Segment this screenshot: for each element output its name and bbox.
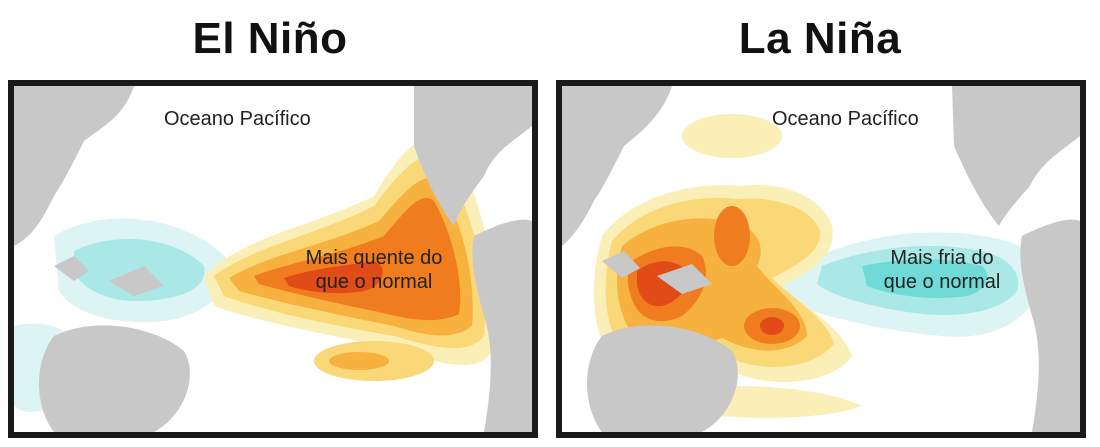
cool-anomaly-area [862,259,987,298]
warm-anomaly-label-line2: que o normal [315,271,433,293]
indonesia-islands [602,251,712,294]
ocean-label: Oceano Pacífico [772,108,919,130]
cool-anomaly-label-line1: Mais fria do [890,247,994,269]
cool-anomaly-label-line2: que o normal [883,271,1001,293]
ocean-label: Oceano Pacífico [164,108,311,130]
el-nino-map-graphic [14,86,532,432]
warm-anomaly-patch [714,206,750,266]
south-america-landmass [472,219,532,432]
warm-anomaly-label: Mais quente do que o normal [284,246,464,294]
warm-anomaly-label-line1: Mais quente do [305,247,443,269]
la-nina-map: Oceano Pacífico Mais fria do que o norma… [556,80,1086,438]
north-america-landmass [414,86,532,226]
australia-landmass [39,325,190,432]
el-nino-map: Oceano Pacífico Mais quente do que o nor… [8,80,538,438]
la-nina-map-graphic [562,86,1080,432]
australia-landmass [587,325,738,432]
warm-anomaly-patch [682,114,782,158]
cool-anomaly-label: Mais fria do que o normal [862,246,1022,294]
indonesia-islands [54,256,164,296]
south-america-landmass [1020,219,1080,432]
asia-landmass [14,86,134,246]
el-nino-title: El Niño [192,14,348,63]
warm-anomaly-patch [329,352,389,370]
la-nina-title: La Niña [738,14,902,63]
north-america-landmass [952,86,1080,226]
warm-anomaly-area [284,261,383,294]
warm-anomaly-patch [760,317,784,335]
asia-landmass [562,86,672,246]
